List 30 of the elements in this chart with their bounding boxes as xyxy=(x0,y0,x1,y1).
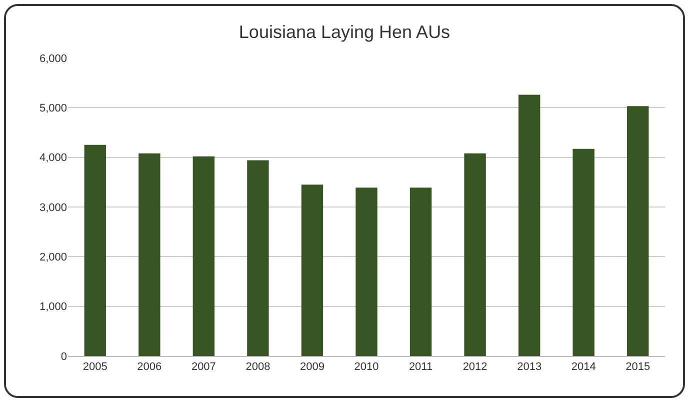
y-tick-label: 6,000 xyxy=(39,52,67,65)
y-tick-label: 1,000 xyxy=(39,301,67,314)
chart-title: Louisiana Laying Hen AUs xyxy=(238,22,450,42)
x-tick-label: 2013 xyxy=(517,361,542,374)
y-tick-label: 4,000 xyxy=(39,152,67,164)
x-tick-label: 2006 xyxy=(137,361,162,374)
bar xyxy=(518,94,540,356)
y-tick-label: 3,000 xyxy=(39,202,67,214)
bar xyxy=(572,148,594,356)
bar xyxy=(84,144,106,356)
x-tick-label: 2010 xyxy=(354,361,379,374)
x-tick-label: 2008 xyxy=(246,361,270,374)
x-tick-label: 2015 xyxy=(626,361,650,374)
x-tick-label: 2012 xyxy=(462,361,488,374)
bar xyxy=(627,106,649,356)
bar xyxy=(247,160,269,356)
x-tick-label: 2009 xyxy=(300,361,324,374)
y-tick-label: 0 xyxy=(60,350,67,363)
x-tick-label: 2007 xyxy=(191,361,216,374)
x-tick-label: 2014 xyxy=(571,361,596,374)
bar xyxy=(138,153,160,356)
y-tick-label: 2,000 xyxy=(39,252,67,264)
bar xyxy=(301,184,324,356)
x-tick-label: 2005 xyxy=(82,361,108,374)
bar xyxy=(356,188,378,356)
x-tick-label: 2011 xyxy=(408,361,433,374)
y-tick-label: 5,000 xyxy=(39,102,67,115)
bar xyxy=(410,188,432,356)
bar xyxy=(464,153,486,356)
bar xyxy=(192,156,215,356)
